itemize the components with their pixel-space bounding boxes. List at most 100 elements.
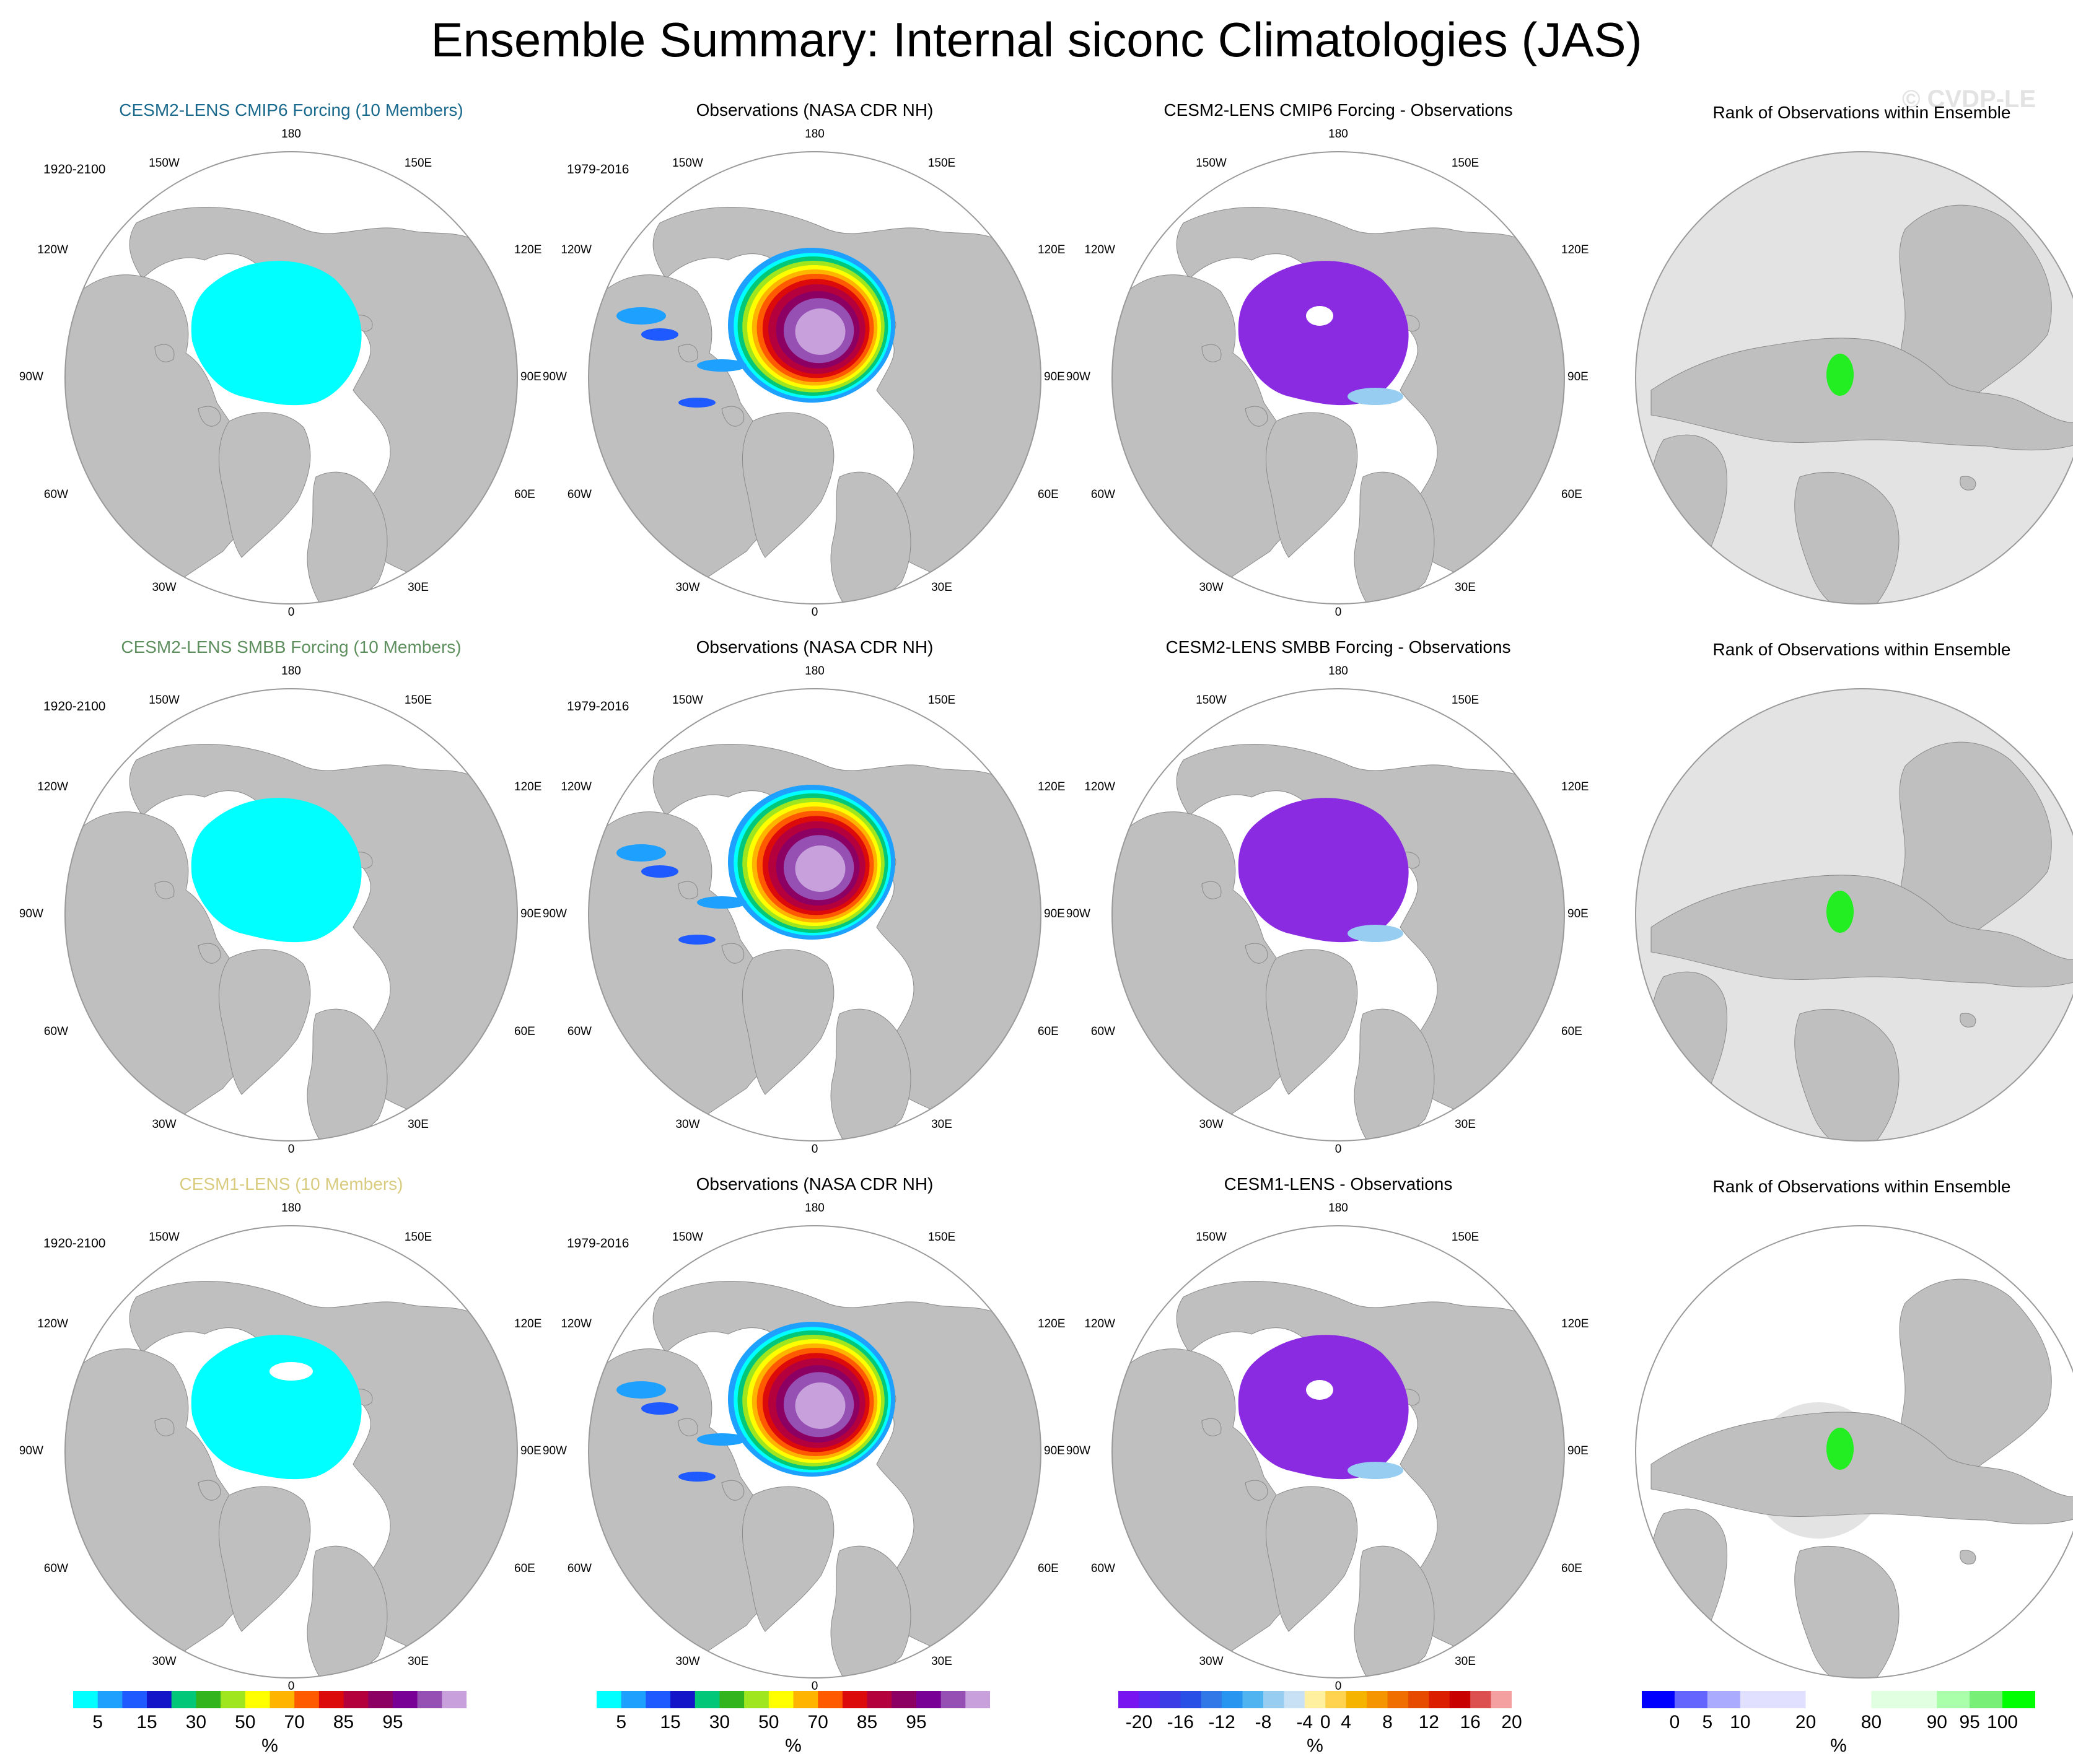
row1-obs-map	[588, 151, 1041, 605]
row1-model-land-4	[198, 406, 221, 427]
row1-model-lon-label-mid-lower-right: 60E	[514, 488, 535, 501]
row2-obs-land-4	[721, 943, 745, 964]
model-colorbar-swatch-12	[368, 1691, 393, 1708]
obs-colorbar-swatch-13	[916, 1691, 942, 1708]
row2-model-disk-outline	[64, 688, 518, 1142]
diff-colorbar-label-4: -4	[1296, 1712, 1313, 1732]
row2-diff-disk-outline	[1111, 688, 1565, 1142]
obs-marginal-ice-3	[678, 1472, 716, 1482]
obs-colorbar	[597, 1691, 990, 1708]
row3-obs-title: Observations (NASA CDR NH)	[696, 1174, 934, 1194]
rank-colorbar-swatch-8	[1904, 1691, 1937, 1708]
row3-diff-lon-label-upper-left: 150W	[1196, 1231, 1227, 1244]
row1-diff-lon-label-mid-lower-left: 60W	[1090, 488, 1115, 501]
row3-model-lon-label-lower-right: 30E	[408, 1655, 429, 1668]
model-colorbar-unit: %	[261, 1736, 278, 1756]
model-colorbar-label-0: 5	[92, 1712, 103, 1732]
row1-model-land-6	[154, 344, 175, 362]
row3-obs-lon-label-upper-left: 150W	[672, 1231, 703, 1244]
obs-ice-contour-11	[795, 1382, 846, 1429]
row3-model-period: 1920-2100	[43, 1236, 106, 1251]
diff-colorbar-label-2: -12	[1208, 1712, 1235, 1732]
row1-diff-lon-label-lower-right: 30E	[1455, 581, 1476, 594]
row2-obs-lon-label-mid-lower-right: 60E	[1038, 1025, 1059, 1038]
obs-colorbar-label-2: 30	[709, 1712, 730, 1732]
row1-diff-land-6	[1201, 344, 1222, 362]
row2-diff-lon-label-upper-right: 150E	[1451, 694, 1479, 707]
row1-obs-lon-label-mid-lower-left: 60W	[567, 488, 592, 501]
row3-model-title: CESM1-LENS (10 Members)	[179, 1174, 403, 1194]
diff-colorbar-label-0: -20	[1125, 1712, 1153, 1732]
row3-diff-field	[1238, 1335, 1409, 1480]
rank-colorbar-swatch-0	[1642, 1691, 1675, 1708]
obs-marginal-ice-3	[678, 398, 716, 408]
row2-obs-land-2	[742, 949, 835, 1095]
model-colorbar-swatch-7	[245, 1691, 270, 1708]
row2-diff-map	[1111, 688, 1565, 1142]
rank-colorbar-label-2: 10	[1730, 1712, 1751, 1732]
diff-colorbar-unit: %	[1307, 1736, 1323, 1756]
obs-marginal-ice-1	[641, 865, 678, 878]
row3-obs-land-4	[721, 1480, 745, 1501]
diff-colorbar-label-9: 16	[1460, 1712, 1481, 1732]
diff-colorbar-label-7: 8	[1382, 1712, 1393, 1732]
row3-diff-disk-outline	[1111, 1225, 1565, 1679]
row2-rank-land-4	[1960, 1013, 1976, 1028]
row2-diff-lon-label-mid-upper-left: 120W	[1084, 780, 1115, 793]
row3-rank-title: Rank of Observations within Ensemble	[1712, 1177, 2011, 1196]
obs-marginal-ice-0	[616, 307, 666, 325]
row3-diff-map	[1111, 1225, 1565, 1679]
row2-obs-lon-label-upper-right: 150E	[927, 694, 956, 707]
row3-diff-fringe	[1348, 1462, 1403, 1479]
row2-model-lon-label-left: 90W	[19, 907, 43, 920]
rank-colorbar-label-6: 95	[1959, 1712, 1980, 1732]
row3-model-land-4	[198, 1480, 221, 1501]
diff-colorbar-swatch-11	[1346, 1691, 1367, 1708]
model-colorbar-label-6: 95	[382, 1712, 403, 1732]
row3-diff-lon-label-lower-left: 30W	[1199, 1655, 1224, 1668]
row1-obs-lon-label-lower-right: 30E	[931, 581, 952, 594]
rank-colorbar-swatch-7	[1871, 1691, 1904, 1708]
row3-model-lon-label-top: 180	[281, 1202, 301, 1215]
row3-rank-land-4	[1960, 1550, 1976, 1565]
row3-diff-lon-label-mid-lower-left: 60W	[1090, 1562, 1115, 1575]
row3-diff-land-6	[1201, 1418, 1222, 1436]
obs-marginal-ice-1	[641, 328, 678, 341]
row2-rank-disk-outline	[1635, 688, 2073, 1142]
diff-colorbar-swatch-1	[1139, 1691, 1160, 1708]
row1-diff-disk-outline	[1111, 151, 1565, 605]
model-colorbar-swatch-2	[122, 1691, 147, 1708]
row2-model-period: 1920-2100	[43, 699, 106, 714]
row2-rank-land-1	[1650, 875, 2073, 988]
row2-diff-lon-label-top: 180	[1328, 665, 1348, 678]
obs-ice-contour-11	[795, 308, 846, 355]
obs-colorbar-unit: %	[785, 1736, 802, 1756]
row3-obs-lon-label-right: 90E	[1044, 1444, 1065, 1457]
row2-obs-map	[588, 688, 1041, 1142]
row2-diff-lon-label-bottom: 0	[1335, 1143, 1342, 1156]
row3-obs-lon-label-mid-lower-left: 60W	[567, 1562, 592, 1575]
row2-model-sea-ice	[191, 798, 362, 943]
rank-colorbar-swatch-5	[1805, 1691, 1839, 1708]
row2-model-map	[64, 688, 518, 1142]
row1-model-lon-label-lower-left: 30W	[152, 581, 177, 594]
row2-model-lon-label-mid-upper-right: 120E	[514, 780, 542, 793]
row1-diff-land-4	[1245, 406, 1268, 427]
row1-obs-lon-label-bottom: 0	[811, 606, 818, 619]
obs-colorbar-label-1: 15	[660, 1712, 681, 1732]
model-colorbar-swatch-9	[294, 1691, 320, 1708]
model-colorbar-swatch-3	[147, 1691, 172, 1708]
row1-model-map	[64, 151, 518, 605]
row2-obs-lon-label-left: 90W	[542, 907, 567, 920]
row3-rank-land-0	[1899, 1278, 2052, 1478]
model-colorbar-swatch-8	[270, 1691, 295, 1708]
obs-marginal-ice-3	[678, 935, 716, 945]
diff-colorbar-swatch-16	[1449, 1691, 1471, 1708]
row1-obs-title: Observations (NASA CDR NH)	[696, 100, 934, 120]
diff-colorbar-swatch-7	[1263, 1691, 1284, 1708]
row1-rank-disk-outline	[1635, 151, 2073, 605]
diff-colorbar-swatch-0	[1118, 1691, 1139, 1708]
row1-diff-land-2	[1266, 412, 1358, 558]
obs-colorbar-swatch-7	[768, 1691, 794, 1708]
model-colorbar-swatch-5	[196, 1691, 221, 1708]
